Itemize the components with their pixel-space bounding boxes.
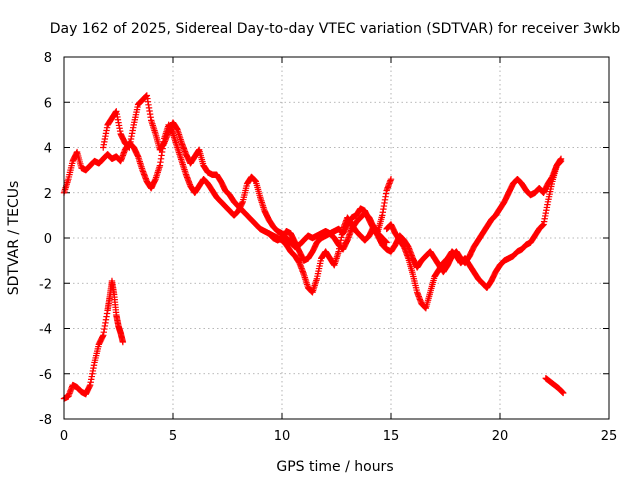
x-tick-label: 5 [169,429,177,444]
grid-lines [64,57,609,419]
y-tick-label: 4 [44,142,52,157]
y-tick-label: -4 [39,323,52,338]
x-axis-label: GPS time / hours [276,459,393,475]
y-tick-label: -2 [39,277,52,292]
y-axis-label: SDTVAR / TECUs [6,181,22,296]
axis-ticks: 0 5 10 15 20 25 -8 -6 -4 -2 0 2 4 6 8 [39,51,617,444]
x-tick-label: 10 [274,429,291,444]
y-tick-label: 0 [44,232,52,247]
x-tick-label: 25 [601,429,618,444]
y-tick-label: -8 [39,413,52,428]
x-tick-label: 0 [60,429,68,444]
data-series [60,92,567,402]
data-point [387,175,395,183]
y-tick-label: 8 [44,51,52,66]
y-tick-label: 2 [44,187,52,202]
data-point [560,389,567,397]
data-point [557,157,565,165]
data-point [119,338,127,346]
data-point [383,239,390,246]
x-tick-label: 15 [383,429,400,444]
y-tick-label: 6 [44,96,52,111]
y-tick-label: -6 [39,368,52,383]
plot-frame [63,56,610,420]
x-tick-label: 20 [492,429,509,444]
chart-title: Day 162 of 2025, Sidereal Day-to-day VTE… [50,21,621,37]
